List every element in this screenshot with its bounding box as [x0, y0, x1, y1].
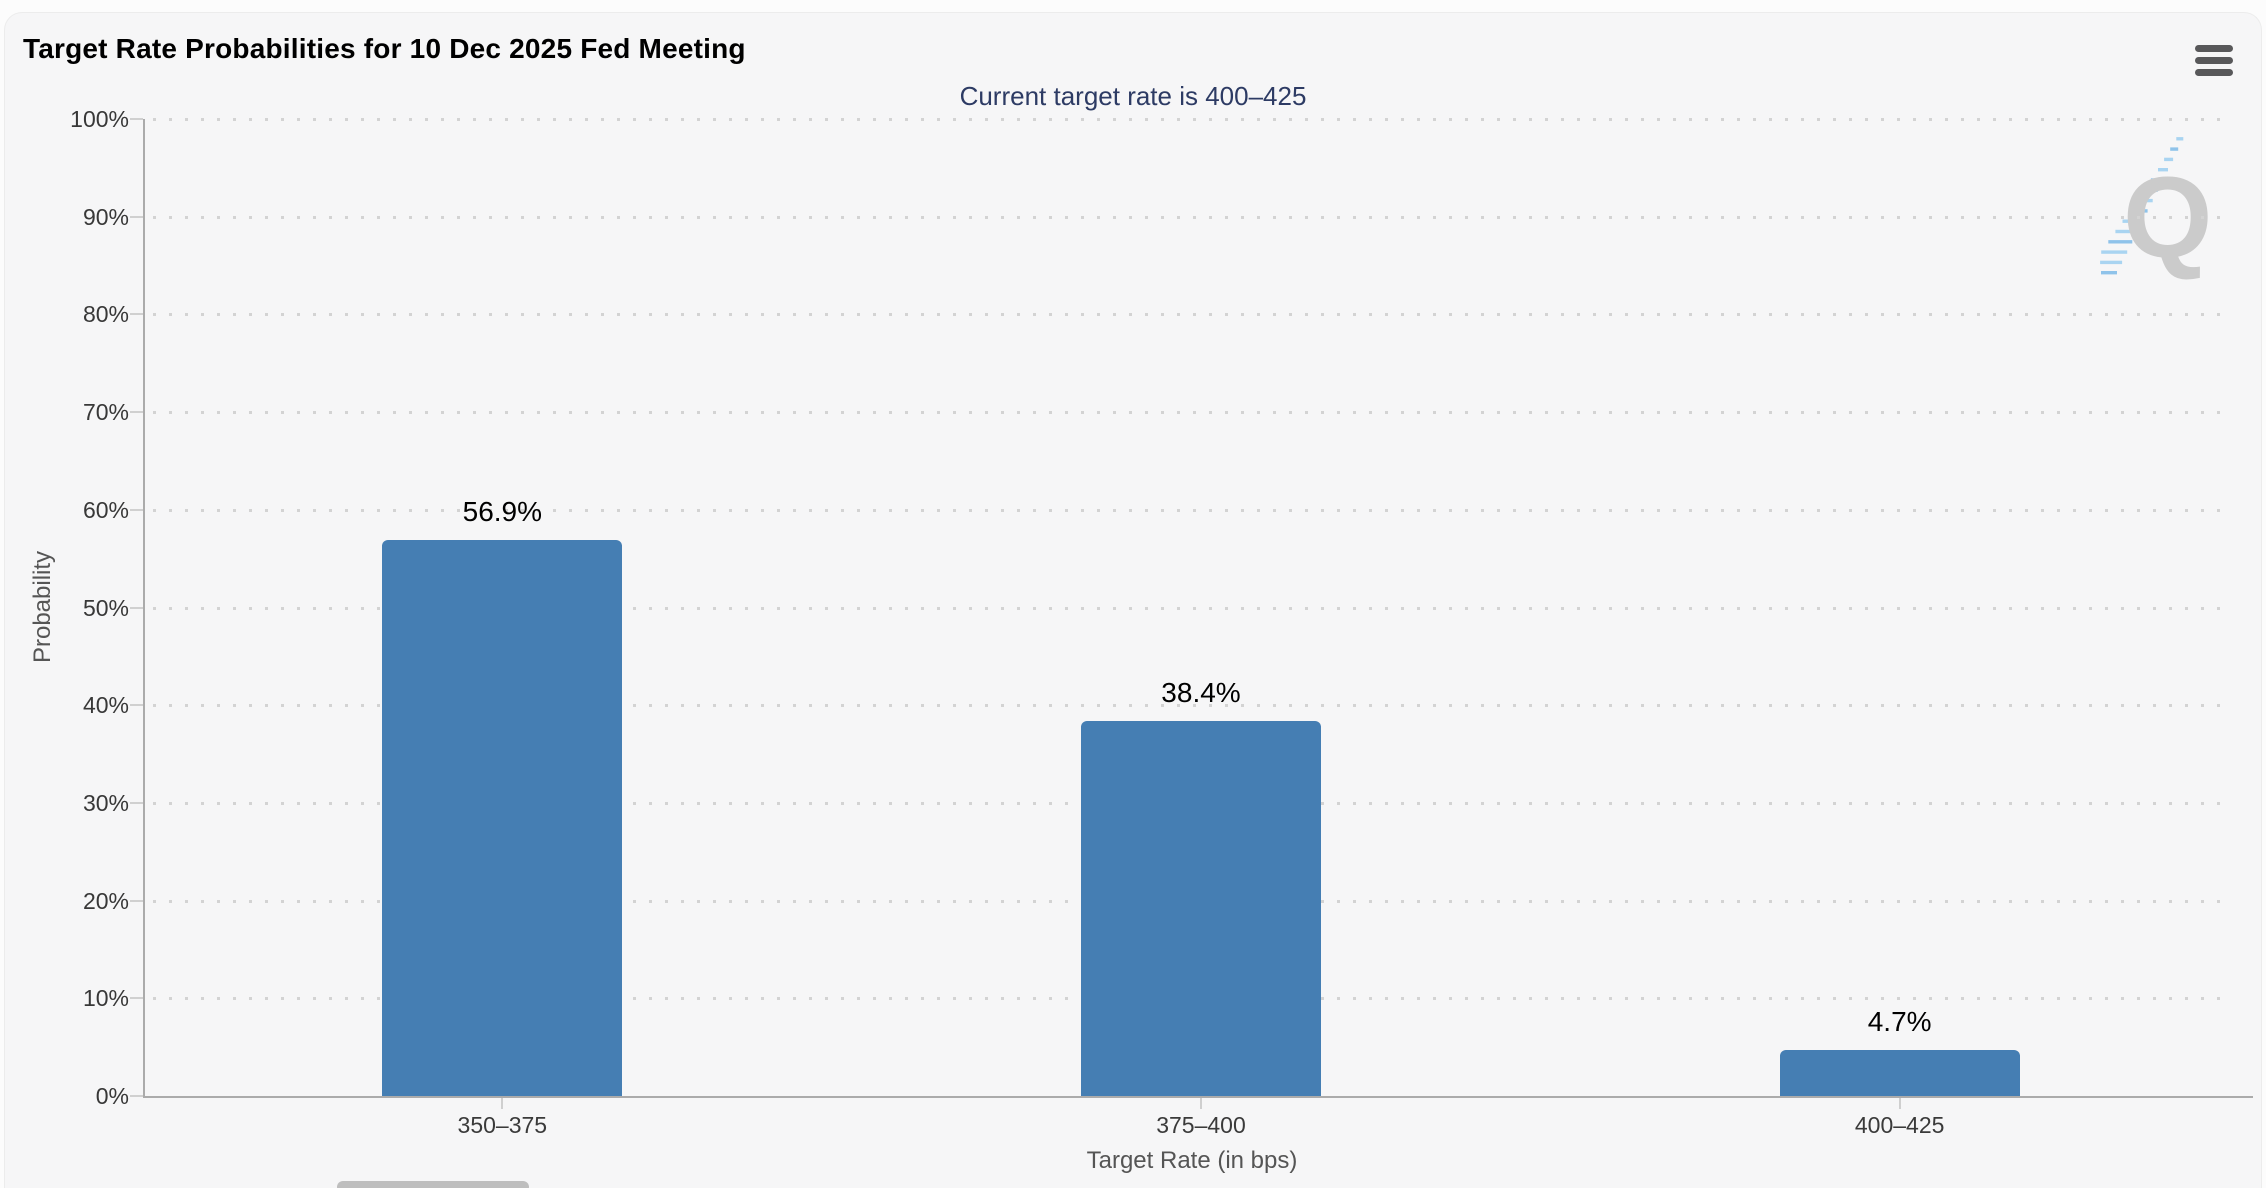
y-axis-tick: [130, 997, 143, 1000]
hamburger-icon: [2195, 68, 2233, 76]
y-axis-tick: [130, 411, 143, 414]
plot-area: Q 0% 10% 20% 30% 40% 50% 60% 70% 80% 90% 100% 56.9%…: [70, 106, 2253, 1138]
gridline-50: [153, 606, 2233, 610]
x-axis-title: Target Rate (in bps): [1086, 1147, 1298, 1174]
y-axis-tick: [130, 606, 143, 609]
y-axis-label: 50%: [82, 594, 129, 621]
y-axis-label: 30%: [82, 789, 129, 816]
bar-value-label: 56.9%: [462, 496, 543, 528]
y-axis-tick: [130, 215, 143, 218]
gridline-70: [153, 411, 2233, 415]
context-menu-button[interactable]: [2187, 35, 2241, 85]
bar-400–425[interactable]: [1779, 1050, 2020, 1096]
bar-value-label: 4.7%: [1867, 1006, 1932, 1038]
x-axis-label: 350–375: [457, 1112, 548, 1138]
y-axis-label: 20%: [82, 887, 129, 914]
y-axis-label: 0%: [95, 1083, 129, 1109]
bar-375–400[interactable]: [1081, 720, 1321, 1096]
y-axis-tick: [130, 118, 143, 120]
bar-value-label: 38.4%: [1161, 676, 1241, 708]
x-axis-label: 400–425: [1854, 1112, 1945, 1138]
y-axis-label: 10%: [82, 985, 129, 1012]
y-axis-label: 60%: [82, 496, 129, 523]
gridline-90: [153, 215, 2233, 219]
x-axis-label: 375–400: [1156, 1112, 1246, 1138]
watermark-swoosh: [2100, 137, 2184, 275]
gridline-100: [153, 118, 2233, 121]
y-axis-label: 40%: [82, 692, 129, 719]
gridline-40: [153, 704, 2233, 708]
x-axis-tick: [1200, 1098, 1202, 1109]
y-axis-tick: [130, 508, 143, 511]
y-axis-label: 70%: [82, 399, 129, 426]
y-axis-tick: [130, 1095, 143, 1097]
x-axis-tick: [501, 1098, 504, 1109]
y-axis-label: 100%: [70, 106, 129, 132]
y-axis-label: 90%: [82, 203, 129, 230]
x-axis-line: [143, 1096, 2253, 1098]
chart-title: Target Rate Probabilities for 10 Dec 202…: [23, 33, 746, 64]
y-axis-tick: [130, 313, 143, 316]
clipped-tooltip-edge: [337, 1181, 529, 1188]
hamburger-icon: [2195, 56, 2233, 64]
y-axis-label: 80%: [82, 301, 129, 328]
y-axis-tick: [130, 899, 143, 902]
gridline-80: [153, 313, 2233, 317]
x-axis-tick: [1898, 1098, 1901, 1109]
y-axis-tick: [130, 704, 143, 707]
gridline-60: [153, 508, 2233, 512]
bar-350–375[interactable]: [382, 540, 623, 1096]
y-axis-tick: [130, 801, 143, 804]
quikstrike-watermark: Q: [2100, 137, 2212, 282]
chart-card: Target Rate Probabilities for 10 Dec 202…: [4, 12, 2262, 1188]
chart-subtitle: Current target rate is 400–425: [959, 81, 1307, 111]
hamburger-icon: [2195, 44, 2233, 52]
